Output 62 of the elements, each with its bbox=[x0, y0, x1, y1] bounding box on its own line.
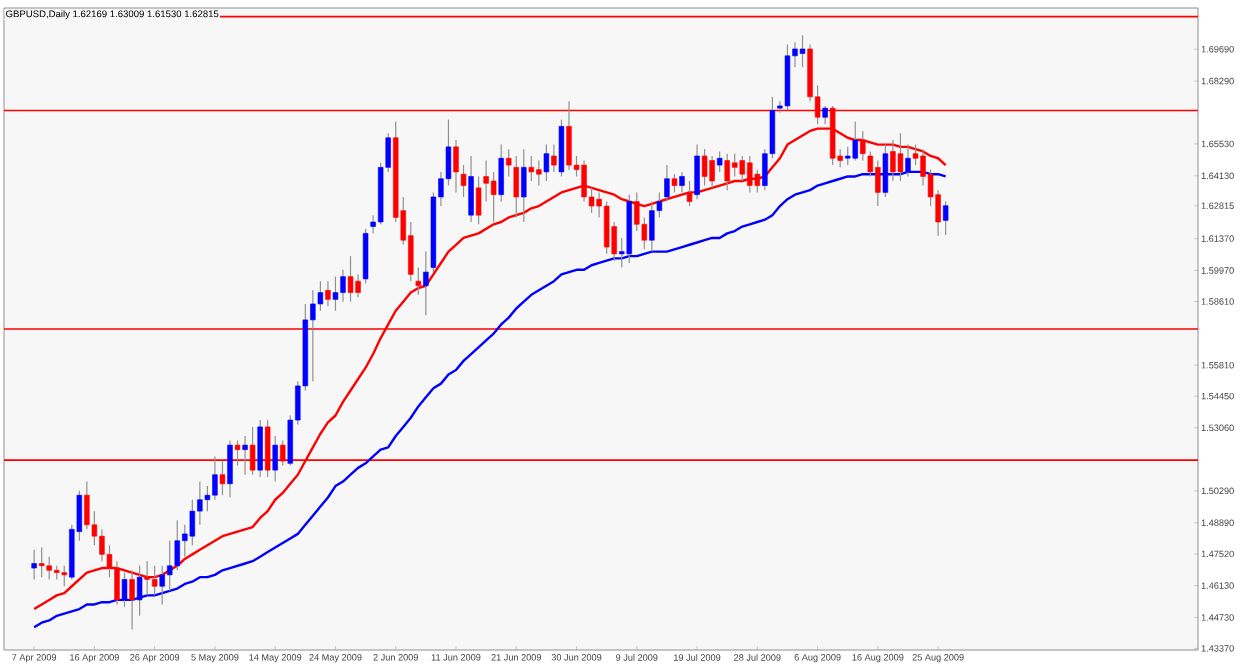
candlestick bbox=[355, 273, 361, 298]
candlestick bbox=[99, 528, 105, 562]
candlestick bbox=[543, 143, 550, 182]
candlestick bbox=[716, 150, 723, 173]
candlestick bbox=[724, 153, 730, 191]
candlestick bbox=[536, 159, 542, 187]
candlestick bbox=[890, 139, 896, 182]
candlestick bbox=[799, 34, 806, 68]
candlestick bbox=[671, 173, 678, 193]
candlestick bbox=[114, 560, 120, 606]
candlestick bbox=[521, 148, 527, 223]
candlestick bbox=[242, 435, 248, 476]
candlestick bbox=[581, 159, 587, 203]
candlestick bbox=[468, 155, 474, 223]
candlestick bbox=[942, 200, 949, 236]
candlestick bbox=[845, 146, 851, 166]
candlestick bbox=[453, 139, 459, 193]
candlestick bbox=[167, 540, 173, 592]
candlestick bbox=[38, 546, 45, 578]
candlestick bbox=[174, 519, 180, 571]
candlestick bbox=[822, 105, 828, 125]
candlestick bbox=[732, 153, 738, 178]
candlestick bbox=[747, 155, 753, 193]
candlestick bbox=[325, 280, 331, 307]
candlestick bbox=[551, 143, 557, 173]
candlestick bbox=[151, 565, 158, 596]
candlestick bbox=[415, 266, 422, 296]
candlestick bbox=[754, 169, 761, 193]
candlestick bbox=[709, 155, 715, 189]
candlestick bbox=[362, 228, 369, 285]
candlestick bbox=[227, 439, 233, 499]
candlestick bbox=[852, 121, 858, 162]
candlestick bbox=[31, 549, 37, 581]
candlestick bbox=[347, 255, 354, 303]
candlestick bbox=[603, 200, 610, 255]
candlestick bbox=[61, 565, 67, 587]
candlestick bbox=[664, 164, 670, 203]
candlestick bbox=[679, 171, 685, 193]
candlestick bbox=[875, 159, 881, 207]
candlestick bbox=[144, 560, 150, 596]
candlestick bbox=[272, 435, 278, 483]
candlestick bbox=[498, 143, 504, 203]
candlestick bbox=[46, 556, 52, 581]
candlestick bbox=[332, 276, 339, 312]
candlestick bbox=[121, 571, 128, 608]
candlestick bbox=[528, 155, 535, 182]
candlestick bbox=[189, 499, 196, 546]
candlestick bbox=[490, 171, 497, 223]
candlestick bbox=[257, 419, 263, 478]
candlestick bbox=[136, 565, 143, 617]
candlestick bbox=[506, 148, 512, 178]
candlestick bbox=[310, 289, 316, 382]
candlestick bbox=[739, 155, 745, 182]
candlestick bbox=[340, 269, 346, 303]
candlestick bbox=[159, 565, 165, 606]
candlestick bbox=[649, 200, 655, 253]
candlestick bbox=[513, 155, 519, 219]
candlestick bbox=[897, 132, 904, 182]
candlestick bbox=[694, 143, 700, 200]
candlestick bbox=[212, 455, 218, 501]
candlestick bbox=[84, 480, 90, 530]
candlestick bbox=[701, 148, 708, 187]
